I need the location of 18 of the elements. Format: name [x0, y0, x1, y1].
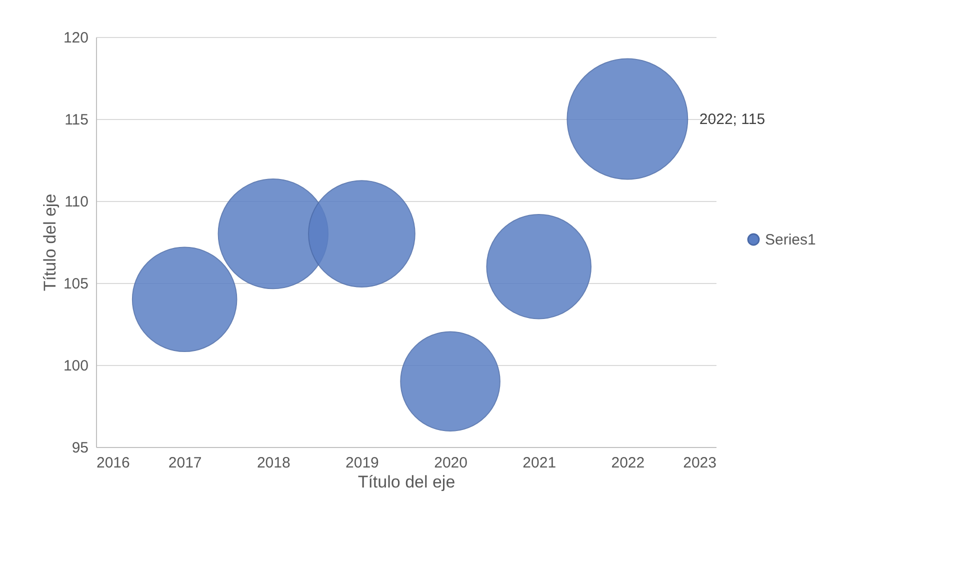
- y-tick-label: 95: [72, 440, 88, 456]
- y-tick-label: 100: [63, 358, 88, 374]
- y-tick-label: 120: [63, 30, 88, 46]
- x-tick-label: 2020: [434, 454, 468, 472]
- x-tick-label: 2019: [346, 454, 379, 472]
- legend-label: Series1: [765, 232, 816, 248]
- y-tick-label: 105: [63, 276, 88, 292]
- x-tick-label: 2018: [256, 454, 290, 472]
- x-tick-label: 2021: [522, 454, 556, 472]
- data-label: 2022; 115: [699, 111, 766, 128]
- x-tick-label: 2022: [611, 454, 645, 472]
- x-tick-label: 2017: [168, 454, 202, 472]
- y-tick-label: 110: [64, 194, 88, 210]
- x-axis-title: Título del eje: [358, 472, 456, 492]
- x-tick-label: 2016: [96, 454, 130, 472]
- y-axis-title: Título del eje: [40, 194, 60, 292]
- x-tick-label: 2023: [683, 454, 716, 472]
- y-tick-label: 115: [64, 112, 88, 128]
